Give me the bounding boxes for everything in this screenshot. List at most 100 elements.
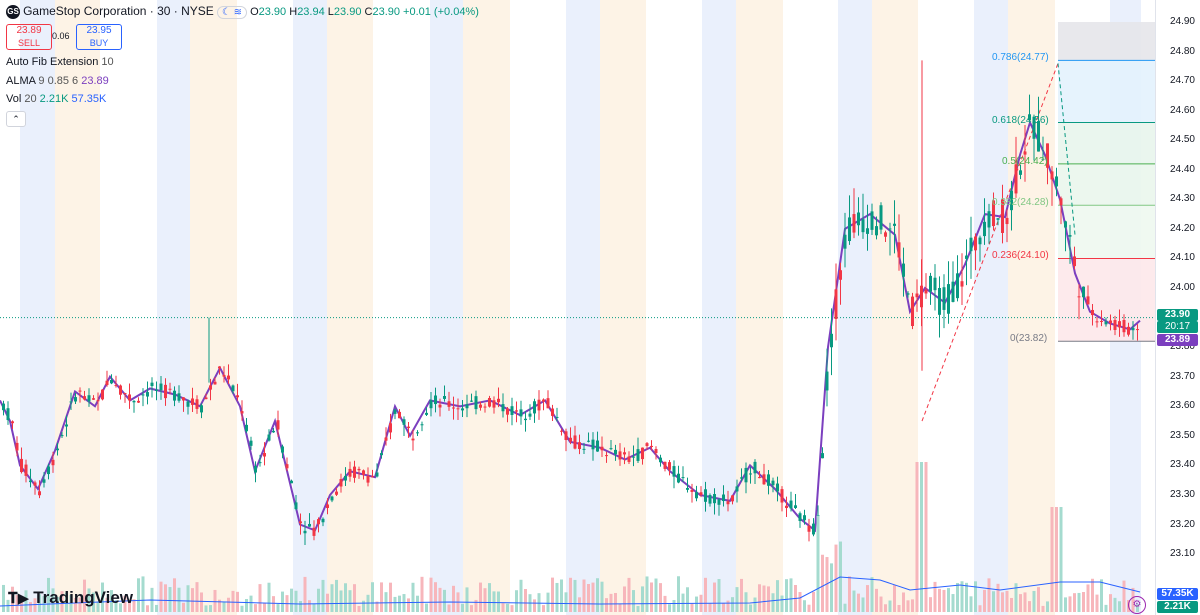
sell-button[interactable]: 23.89 SELL [6,24,52,50]
volume-bar [924,462,928,612]
candle-body [812,523,815,535]
candle-body [272,430,275,433]
volume-bar [893,584,896,612]
volume-bar [1086,584,1090,612]
fib-indicator-legend[interactable]: Auto Fib Extension 10 [6,56,114,68]
alma-tag: 23.89 [1157,334,1198,346]
volume-bar [1104,604,1108,612]
volume-bar [393,596,397,612]
candle-body [222,374,226,377]
session-band [55,0,100,615]
candle-body [240,411,244,414]
fib-indicator-value: 10 [101,56,114,68]
ohlc-open-value: 23.90 [258,6,287,18]
candle-body [987,211,991,228]
session-band [430,0,463,615]
candle-body [627,456,631,462]
candle-body [582,448,586,450]
volume-bar [969,596,973,612]
volume-bar [371,582,374,612]
candle-body [110,379,113,384]
chart-area[interactable] [0,0,1155,615]
volume-bar [483,588,487,612]
volume-bar [1001,592,1004,612]
candle-body [1104,321,1108,325]
volume-bar [1055,507,1058,612]
volume-bar [1028,601,1031,612]
candle-body [857,212,860,226]
candle-body [492,400,496,408]
fib-indicator-name: Auto Fib Extension [6,56,99,68]
candle-body [497,398,500,403]
candle-body [515,410,518,412]
candle-body [1091,309,1094,316]
session-band [736,0,783,615]
candle-body [1095,321,1099,323]
vol-indicator-name: Vol [6,93,22,105]
candle-body [101,389,104,400]
candle-body [420,424,424,426]
volume-bar [524,589,527,612]
candle-body [1014,164,1018,194]
candle-body [762,474,766,485]
candle-body [236,395,239,398]
candle-body [285,464,289,469]
price-chart[interactable] [0,0,1155,615]
candle-body [1055,176,1058,187]
session-toggle-icon[interactable]: ☾ ≋ [216,5,248,19]
candle-body [6,408,10,421]
volume-bar [51,588,55,612]
volume-bar [128,601,131,612]
volume-bar [758,584,761,612]
candle-body [645,443,649,447]
candle-body [641,447,644,460]
chart-settings-icon[interactable]: ⚙ [1128,596,1146,614]
candle-body [1001,199,1004,233]
candle-body [974,236,977,251]
candle-body [245,424,248,432]
session-band [293,0,327,615]
candle-body [114,385,118,387]
volume-bar [398,595,401,612]
candle-body [294,502,298,510]
collapse-legend-button[interactable]: ⌃ [6,111,26,127]
volume-bar [605,598,608,612]
volume-bar [618,603,622,612]
volume-bar [735,587,739,612]
volume-bar [434,582,437,612]
volume-bar [650,582,653,612]
volume-bar [24,590,28,612]
candle-body [573,435,577,449]
candle-body [632,456,635,458]
volume-bar [834,544,838,612]
price-tick: 23.10 [1169,548,1195,560]
candle-body [155,389,158,391]
volume-bar [407,598,410,612]
candle-body [47,466,50,475]
volume-bar [83,579,86,612]
ohlc-close-label: C [364,6,373,18]
candle-body [159,383,163,391]
tradingview-logo[interactable]: 𝐓▶ TradingView [8,588,133,608]
volume-bar [668,604,671,612]
alma-indicator-legend[interactable]: ALMA 9 0.85 6 23.89 [6,75,109,87]
volume-bar [870,577,874,612]
candle-body [695,492,698,499]
candle-body [1041,158,1045,160]
symbol-title[interactable]: GameStop Corporation · 30 · NYSE [23,4,214,18]
volume-bar [546,592,550,612]
price-axis[interactable]: 24.90 24.80 24.70 24.60 24.50 24.40 24.30 24.20… [1155,0,1200,615]
candle-body [195,399,199,409]
volume-bar [510,605,514,612]
candle-body [344,475,347,481]
candle-body [843,234,847,249]
candle-body [20,458,23,473]
candle-body [96,400,100,402]
buy-button[interactable]: 23.95 BUY [76,24,122,50]
volume-bar [1064,597,1067,612]
vol-indicator-legend[interactable]: Vol 20 2.21K 57.35K [6,93,106,105]
volume-bar [1046,601,1049,612]
volume-bar [807,604,811,612]
volume-bar [722,603,725,612]
volume-bar [951,594,955,612]
